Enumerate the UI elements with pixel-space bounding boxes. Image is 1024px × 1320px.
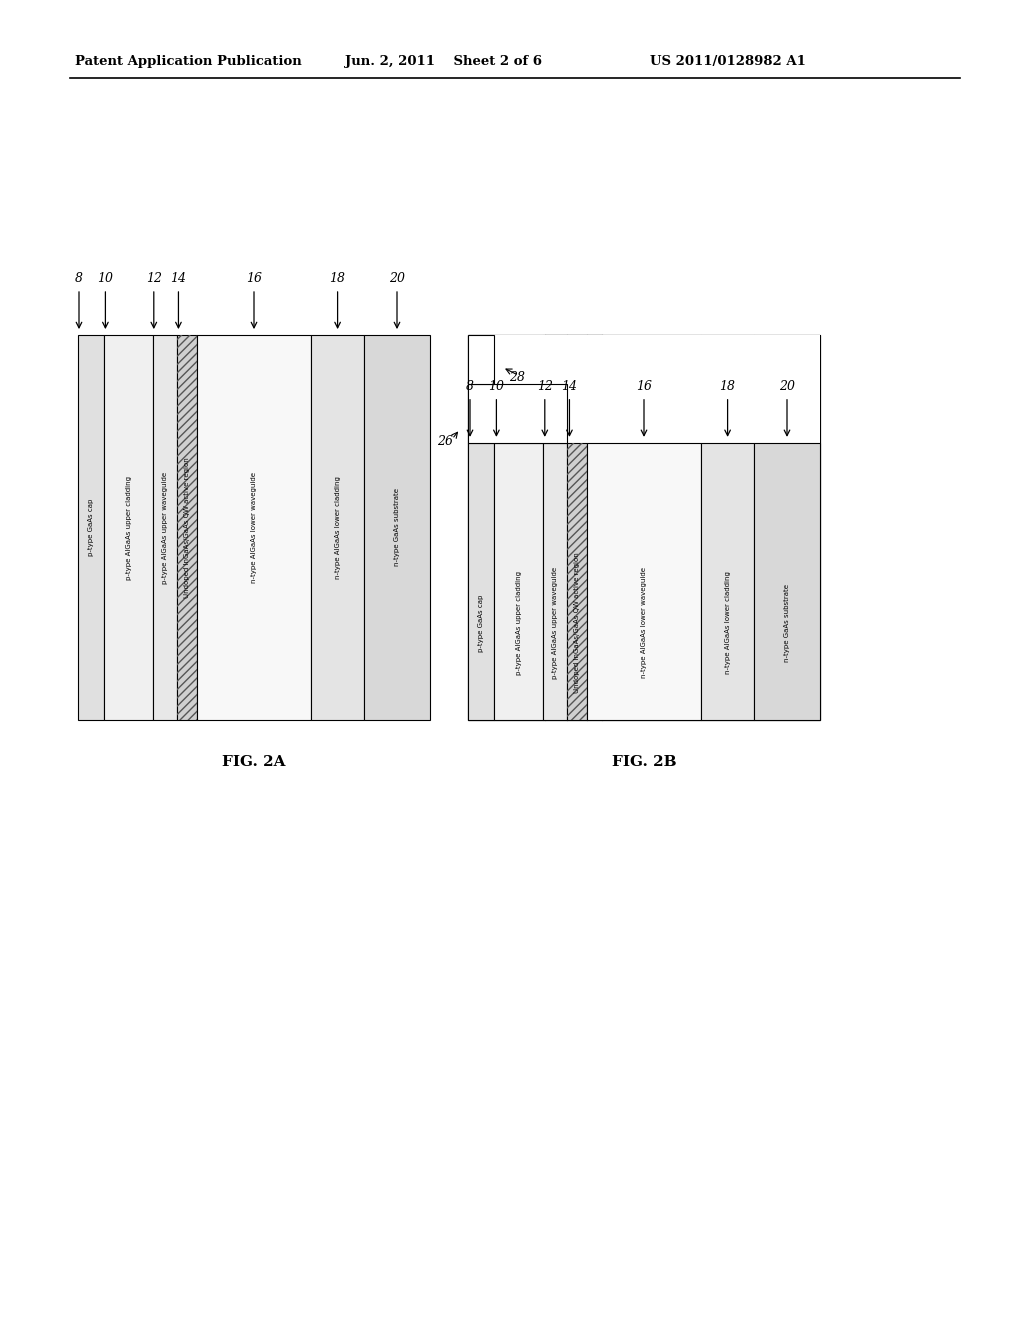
Text: n-type AlGaAs lower waveguide: n-type AlGaAs lower waveguide: [251, 473, 257, 583]
Text: 12: 12: [145, 272, 162, 285]
Text: FIG. 2B: FIG. 2B: [611, 755, 676, 770]
Text: p-type GaAs cap: p-type GaAs cap: [478, 594, 484, 652]
Bar: [546, 335, 602, 719]
Text: 8: 8: [466, 380, 474, 393]
Text: 16: 16: [636, 380, 652, 393]
Text: 26: 26: [437, 434, 453, 447]
Text: 20: 20: [389, 272, 406, 285]
Bar: [468, 335, 495, 384]
Bar: [567, 335, 587, 719]
Bar: [495, 335, 543, 719]
Bar: [468, 442, 495, 719]
Bar: [701, 335, 754, 719]
Bar: [197, 335, 311, 719]
Text: p-type AlGaAs upper cladding: p-type AlGaAs upper cladding: [126, 475, 132, 579]
Bar: [543, 335, 567, 719]
Bar: [495, 442, 543, 719]
Text: p-type GaAs cap: p-type GaAs cap: [88, 499, 94, 556]
Text: US 2011/0128982 A1: US 2011/0128982 A1: [650, 55, 806, 69]
Text: n-type GaAs substrate: n-type GaAs substrate: [784, 583, 790, 663]
Bar: [587, 442, 701, 719]
Bar: [567, 442, 587, 719]
Text: 16: 16: [246, 272, 262, 285]
Text: Patent Application Publication: Patent Application Publication: [75, 55, 302, 69]
Text: Undoped InGaAs/GaAs QW active region: Undoped InGaAs/GaAs QW active region: [574, 553, 581, 693]
Bar: [587, 335, 701, 719]
Text: n-type AlGaAs lower cladding: n-type AlGaAs lower cladding: [725, 533, 730, 636]
Text: p-type AlGaAs upper waveguide: p-type AlGaAs upper waveguide: [162, 471, 168, 583]
Text: 14: 14: [170, 272, 186, 285]
Text: n-type AlGaAs lower waveguide: n-type AlGaAs lower waveguide: [641, 529, 647, 640]
Bar: [567, 335, 602, 719]
Bar: [468, 384, 567, 442]
Bar: [754, 442, 820, 719]
Text: Jun. 2, 2011    Sheet 2 of 6: Jun. 2, 2011 Sheet 2 of 6: [345, 55, 542, 69]
Text: Undoped InGaAs/GaAs QW active region: Undoped InGaAs/GaAs QW active region: [574, 515, 581, 656]
Bar: [567, 442, 587, 719]
Text: 14: 14: [561, 380, 578, 393]
Bar: [364, 335, 430, 719]
Text: Undoped InGaAs/GaAs QW active region: Undoped InGaAs/GaAs QW active region: [184, 457, 190, 598]
Bar: [177, 335, 197, 719]
Text: p-type GaAs cap: p-type GaAs cap: [478, 557, 484, 614]
Text: 10: 10: [97, 272, 114, 285]
Bar: [701, 442, 754, 719]
Text: 12: 12: [537, 380, 553, 393]
Bar: [567, 335, 587, 719]
Bar: [153, 335, 177, 719]
Bar: [754, 335, 820, 719]
Text: 20: 20: [779, 380, 795, 393]
Text: p-type AlGaAs upper cladding: p-type AlGaAs upper cladding: [516, 572, 521, 675]
Bar: [468, 335, 495, 719]
Bar: [468, 335, 820, 719]
Text: 10: 10: [488, 380, 505, 393]
Bar: [78, 335, 104, 719]
Text: n-type GaAs substrate: n-type GaAs substrate: [394, 488, 400, 566]
Text: n-type AlGaAs lower waveguide: n-type AlGaAs lower waveguide: [641, 568, 647, 678]
Text: n-type AlGaAs lower cladding: n-type AlGaAs lower cladding: [725, 572, 730, 675]
Text: p-type AlGaAs upper waveguide: p-type AlGaAs upper waveguide: [552, 529, 558, 642]
Bar: [177, 335, 197, 719]
Bar: [543, 442, 567, 719]
Text: n-type AlGaAs lower cladding: n-type AlGaAs lower cladding: [335, 477, 341, 579]
Text: 28: 28: [509, 371, 525, 384]
Text: p-type AlGaAs upper cladding: p-type AlGaAs upper cladding: [516, 533, 521, 638]
Text: 8: 8: [75, 272, 83, 285]
Bar: [567, 335, 602, 719]
Bar: [104, 335, 153, 719]
Text: FIG. 2A: FIG. 2A: [222, 755, 286, 770]
Text: p-type AlGaAs upper waveguide: p-type AlGaAs upper waveguide: [552, 566, 558, 678]
Bar: [468, 335, 820, 719]
Text: n-type GaAs substrate: n-type GaAs substrate: [784, 546, 790, 624]
Bar: [311, 335, 364, 719]
Text: 18: 18: [720, 380, 735, 393]
Text: 18: 18: [330, 272, 346, 285]
